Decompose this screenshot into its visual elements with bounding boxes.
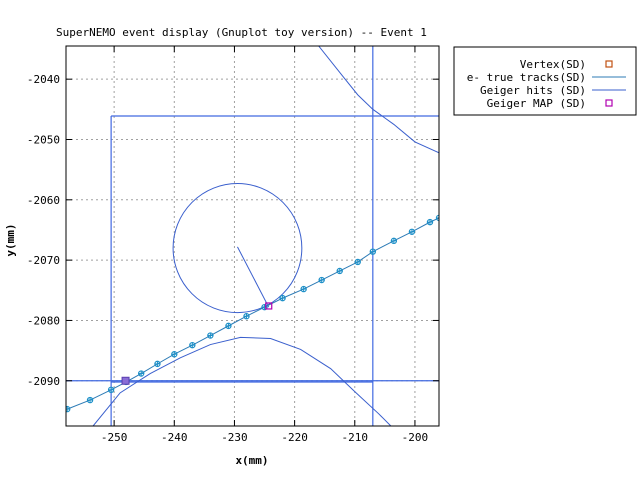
geiger-hits <box>92 46 439 426</box>
plot-border <box>65 45 440 427</box>
y-tick-label: -2080 <box>27 314 60 327</box>
geiger-map-marker <box>265 302 273 310</box>
x-axis-ticks: -250 -240 -230 -220 -210 -200 <box>101 46 428 444</box>
x-tick-label: -220 <box>281 431 308 444</box>
chart-title: SuperNEMO event display (Gnuplot toy ver… <box>56 26 427 39</box>
electron-track-line <box>67 217 439 410</box>
electron-track <box>67 217 439 410</box>
y-axis-label: y(mm) <box>4 223 17 256</box>
x-tick-label: -230 <box>221 431 248 444</box>
y-tick-label: -2090 <box>27 375 60 388</box>
grid <box>66 46 439 426</box>
geiger-hit-segment <box>237 246 270 308</box>
legend-label: Geiger hits (SD) <box>480 84 586 97</box>
geiger-hit-arc <box>318 46 439 154</box>
legend: Vertex(SD)e- true tracks(SD)Geiger hits … <box>453 46 637 116</box>
vertex-marker <box>121 376 130 385</box>
y-tick-label: -2040 <box>27 73 60 86</box>
x-tick-label: -250 <box>101 431 128 444</box>
legend-label: Vertex(SD) <box>520 58 586 71</box>
vertex-and-map-markers <box>121 302 273 385</box>
y-tick-label: -2060 <box>27 194 60 207</box>
legend-label: e- true tracks(SD) <box>467 71 586 84</box>
track-markers <box>66 214 439 413</box>
x-axis-label: x(mm) <box>235 454 268 467</box>
y-tick-label: -2070 <box>27 254 60 267</box>
y-tick-label: -2050 <box>27 133 60 146</box>
geiger-hit-circle <box>172 183 303 314</box>
x-tick-label: -200 <box>402 431 429 444</box>
x-tick-label: -240 <box>161 431 188 444</box>
y-axis-ticks: -2040 -2050 -2060 -2070 -2080 -2090 <box>27 73 439 388</box>
legend-square-sample <box>605 99 613 107</box>
geiger-hit-arc <box>92 336 392 426</box>
legend-square-sample <box>605 60 613 68</box>
x-tick-label: -210 <box>342 431 369 444</box>
legend-label: Geiger MAP (SD) <box>487 97 586 110</box>
